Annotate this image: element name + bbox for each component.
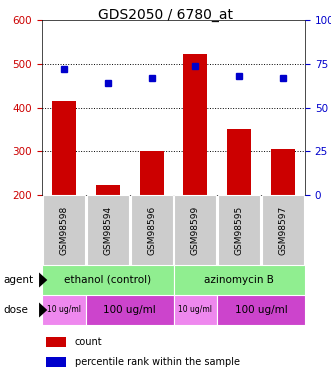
Bar [174, 195, 216, 265]
Bar [130, 195, 173, 265]
Bar [173, 295, 217, 325]
Text: count: count [75, 337, 102, 347]
Bar [86, 295, 173, 325]
Text: GSM98596: GSM98596 [147, 206, 156, 255]
Bar [140, 151, 164, 195]
Text: GSM98597: GSM98597 [279, 206, 288, 255]
Text: GSM98599: GSM98599 [191, 206, 200, 255]
Text: 100 ug/ml: 100 ug/ml [103, 305, 156, 315]
Text: agent: agent [3, 275, 33, 285]
Text: GDS2050 / 6780_at: GDS2050 / 6780_at [98, 8, 233, 22]
Text: 10 ug/ml: 10 ug/ml [47, 306, 81, 315]
Text: azinomycin B: azinomycin B [204, 275, 274, 285]
Text: 10 ug/ml: 10 ug/ml [178, 306, 213, 315]
Text: GSM98594: GSM98594 [103, 206, 112, 255]
Text: ethanol (control): ethanol (control) [64, 275, 151, 285]
Bar [96, 185, 120, 195]
Bar [42, 265, 173, 295]
Bar [271, 149, 295, 195]
Text: GSM98598: GSM98598 [60, 206, 69, 255]
Bar [173, 265, 305, 295]
Bar [46, 357, 66, 367]
Text: percentile rank within the sample: percentile rank within the sample [75, 357, 240, 367]
Bar [43, 195, 85, 265]
Text: 100 ug/ml: 100 ug/ml [235, 305, 288, 315]
Bar [217, 295, 305, 325]
Text: GSM98595: GSM98595 [235, 206, 244, 255]
Bar [262, 195, 304, 265]
Bar [218, 195, 260, 265]
Bar [227, 129, 251, 195]
Bar [87, 195, 129, 265]
Bar [46, 337, 66, 347]
Bar [183, 54, 208, 195]
Bar [52, 101, 76, 195]
Bar [42, 295, 86, 325]
Text: dose: dose [3, 305, 28, 315]
